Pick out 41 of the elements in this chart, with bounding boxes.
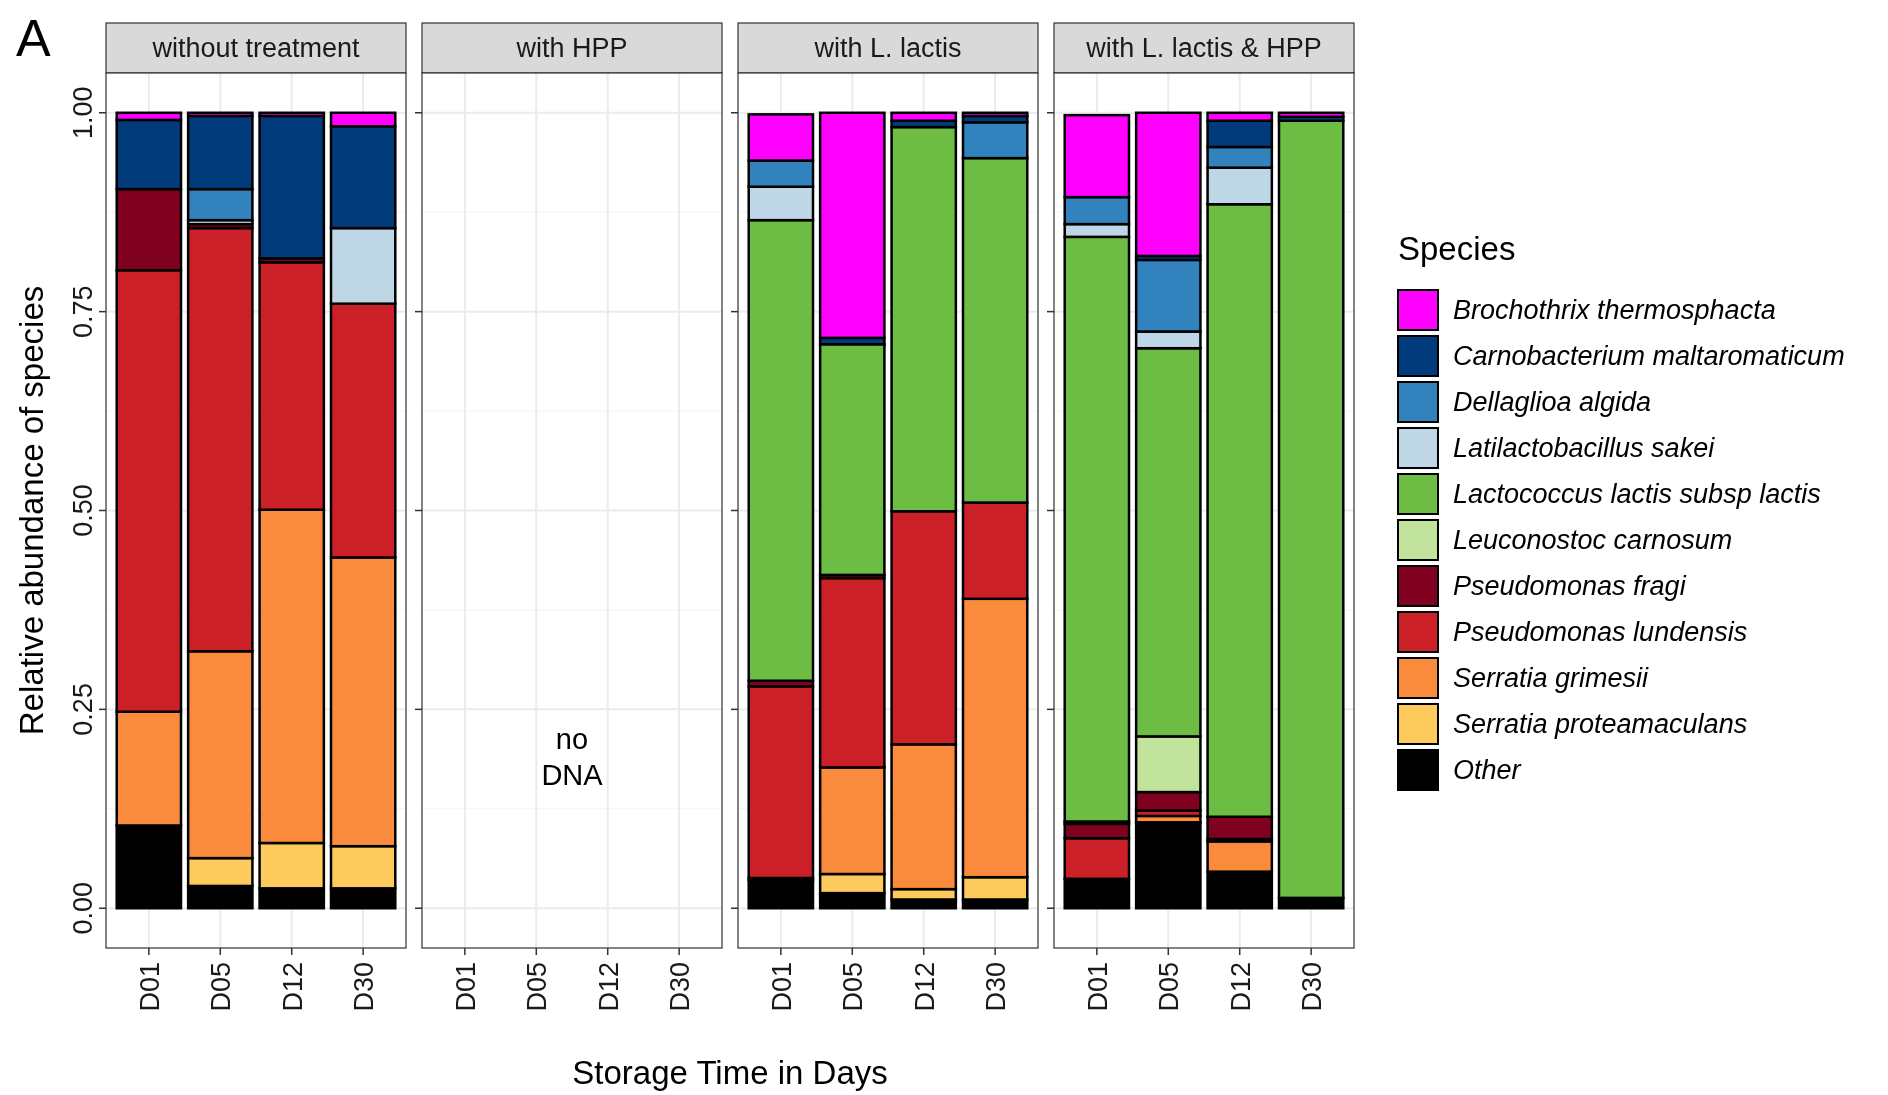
legend-label: Serratia proteamaculans [1453,709,1748,739]
chart-title: with L. lactis & HPP [1085,33,1322,63]
legend-title: Species [1398,230,1516,267]
legend-label: Pseudomonas fragi [1453,571,1687,601]
x-tick-label: D12 [593,962,624,1012]
y-tick-label: 1.00 [68,86,98,140]
y-tick-label: 0.50 [68,484,98,537]
x-axis-title: Storage Time in Days [572,1054,888,1091]
x-tick-label: D05 [838,962,869,1012]
chart-title: with L. lactis [813,33,962,63]
x-tick-label: D01 [1082,962,1113,1012]
x-tick-label: D01 [134,962,165,1012]
x-tick-label: D05 [522,962,553,1012]
x-tick-label: D12 [277,962,308,1012]
chart-title: without treatment [151,33,361,63]
text: A [16,9,51,67]
legend-label: Serratia grimesii [1453,663,1650,693]
legend-label: Pseudomonas lundensis [1453,617,1748,647]
y-tick-label: 0.25 [68,683,98,736]
chart-title: with HPP [515,33,628,63]
x-tick-label: D01 [766,962,797,1012]
annotation: no DNA [541,723,604,792]
x-tick-label: D30 [981,962,1012,1012]
x-tick-label: D05 [1154,962,1185,1012]
x-tick-label: D30 [665,962,696,1012]
x-tick-label: D12 [1225,962,1256,1012]
y-axis-title: Relative abundance of species [13,285,50,736]
x-tick-label: D30 [1297,962,1328,1012]
x-tick-label: D12 [909,962,940,1012]
x-tick-label: D30 [349,962,380,1012]
legend-label: Leuconostoc carnosum [1453,525,1733,555]
legend-label: Lactococcus lactis subsp lactis [1453,479,1821,509]
y-tick-label: 0.75 [68,285,98,338]
legend-label: Other [1453,755,1522,785]
legend-label: Carnobacterium maltaromaticum [1453,341,1845,371]
legend-label: Brochothrix thermosphacta [1453,295,1776,325]
x-tick-label: D01 [450,962,481,1012]
legend-label: Dellaglioa algida [1453,387,1652,417]
y-tick-label: 0.00 [68,881,98,935]
x-tick-label: D05 [206,962,237,1012]
legend-label: Latilactobacillus sakei [1453,433,1716,463]
